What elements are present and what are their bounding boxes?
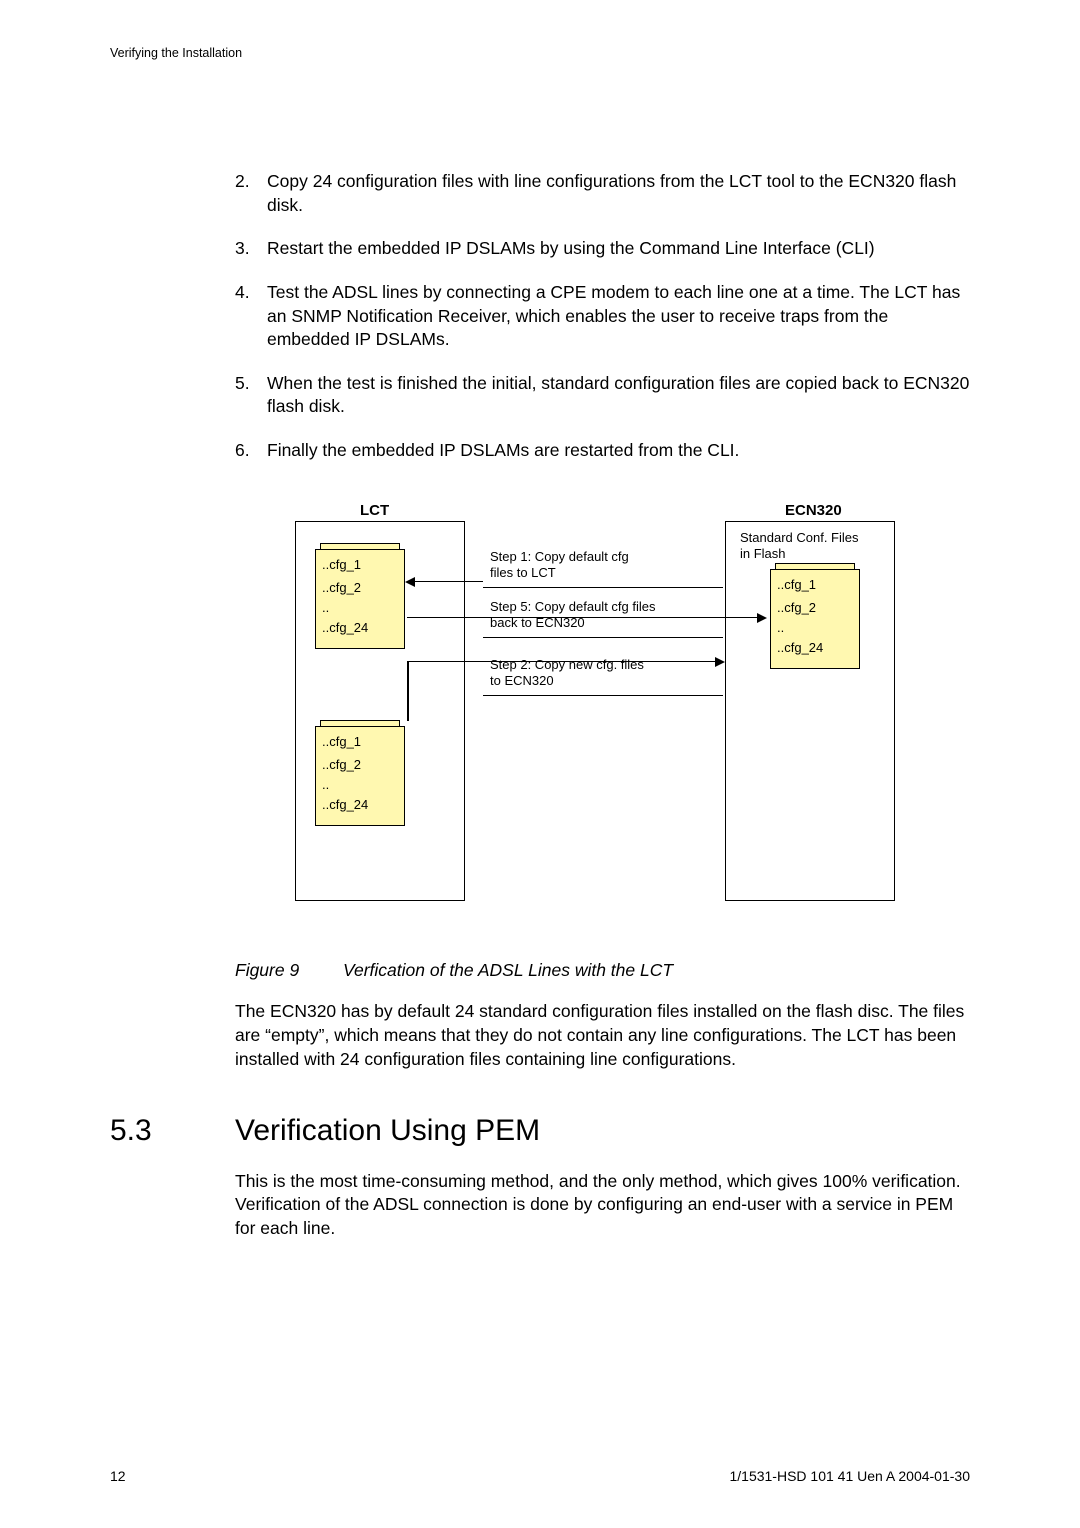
list-text: When the test is finished the initial, s…	[267, 372, 975, 419]
step1-a: Step 1: Copy default cfg	[490, 549, 629, 564]
arrow-step1-head	[405, 577, 415, 587]
list-text: Finally the embedded IP DSLAMs are resta…	[267, 439, 975, 463]
cfg-tab	[320, 543, 400, 549]
section-header: 5.3 Verification Using PEM	[110, 1111, 975, 1152]
cfg-line: ..cfg_1	[322, 733, 398, 751]
flash-label-1: Standard Conf. Files	[740, 529, 859, 547]
step5-underline	[483, 637, 723, 638]
step5-a: Step 5: Copy default cfg files	[490, 599, 655, 614]
step2-underline	[483, 695, 723, 696]
cfg-tab	[320, 720, 400, 726]
cfg-line: ..cfg_2	[322, 579, 398, 597]
list-num: 5.	[235, 372, 267, 419]
ecn-label: ECN320	[785, 501, 842, 521]
list-item: 4. Test the ADSL lines by connecting a C…	[235, 281, 975, 352]
header-text: Verifying the Installation	[110, 46, 242, 60]
lct-cfg-bottom: ..cfg_1 ..cfg_2 .. ..cfg_24	[315, 726, 405, 826]
ecn-cfg: ..cfg_1 ..cfg_2 .. ..cfg_24	[770, 569, 860, 669]
cfg-dots: ..	[322, 780, 398, 790]
step2-b: to ECN320	[490, 673, 554, 688]
list-item: 2. Copy 24 configuration files with line…	[235, 170, 975, 217]
step2-a: Step 2: Copy new cfg. files	[490, 657, 644, 672]
arrow-step2-head	[715, 657, 725, 667]
lct-label: LCT	[360, 501, 389, 521]
arrow-step5-head	[757, 613, 767, 623]
list-num: 6.	[235, 439, 267, 463]
section-num: 5.3	[110, 1111, 235, 1152]
cfg-line: ..cfg_24	[777, 639, 853, 657]
figure-num: Figure 9	[235, 960, 299, 980]
flash-label-2: in Flash	[740, 545, 786, 563]
step5-label: Step 5: Copy default cfg files back to E…	[490, 599, 655, 632]
list-text: Test the ADSL lines by connecting a CPE …	[267, 281, 975, 352]
cfg-tab	[775, 563, 855, 569]
list-text: Restart the embedded IP DSLAMs by using …	[267, 237, 975, 261]
cfg-line: ..cfg_2	[777, 599, 853, 617]
cfg-line: ..cfg_2	[322, 756, 398, 774]
diagram: LCT ECN320 Standard Conf. Files in Flash…	[295, 501, 915, 921]
arrow-step5	[407, 617, 757, 619]
step1-underline	[483, 587, 723, 588]
list-item: 5. When the test is finished the initial…	[235, 372, 975, 419]
list-num: 3.	[235, 237, 267, 261]
arrow-step2	[407, 661, 723, 663]
list-text: Copy 24 configuration files with line co…	[267, 170, 975, 217]
cfg-dots: ..	[322, 603, 398, 613]
cfg-dots: ..	[777, 623, 853, 633]
list-num: 2.	[235, 170, 267, 217]
cfg-line: ..cfg_24	[322, 619, 398, 637]
page-number: 12	[110, 1468, 126, 1484]
arrow-step1	[415, 581, 483, 583]
paragraph: This is the most time-consuming method, …	[235, 1170, 975, 1241]
list-item: 6. Finally the embedded IP DSLAMs are re…	[235, 439, 975, 463]
main-content: 2. Copy 24 configuration files with line…	[235, 170, 975, 1241]
figure-caption: Figure 9 Verfication of the ADSL Lines w…	[235, 959, 975, 983]
step1-label: Step 1: Copy default cfg files to LCT	[490, 549, 629, 582]
section-title: Verification Using PEM	[235, 1111, 540, 1152]
footer-right: 1/1531-HSD 101 41 Uen A 2004-01-30	[729, 1468, 970, 1484]
cfg-line: ..cfg_1	[777, 576, 853, 594]
list-num: 4.	[235, 281, 267, 352]
figure-text: Verfication of the ADSL Lines with the L…	[343, 960, 673, 980]
arrow-step2-vert	[407, 661, 409, 721]
cfg-line: ..cfg_24	[322, 796, 398, 814]
cfg-line: ..cfg_1	[322, 556, 398, 574]
step1-b: files to LCT	[490, 565, 556, 580]
paragraph: The ECN320 has by default 24 standard co…	[235, 1000, 975, 1071]
list-item: 3. Restart the embedded IP DSLAMs by usi…	[235, 237, 975, 261]
lct-cfg-top: ..cfg_1 ..cfg_2 .. ..cfg_24	[315, 549, 405, 649]
